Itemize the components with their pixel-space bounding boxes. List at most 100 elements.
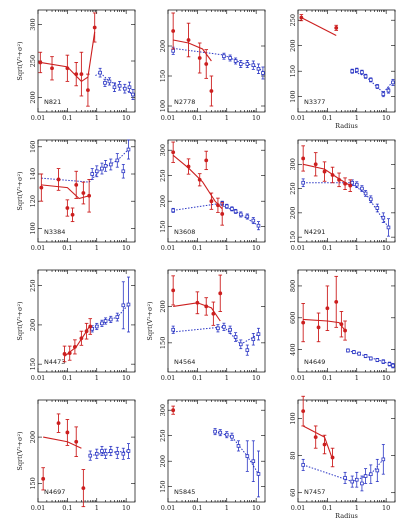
x-tick-label: 10 (122, 114, 130, 122)
blue-point (350, 180, 355, 185)
blue-point (115, 158, 120, 163)
y-tick-label: 400 (289, 343, 297, 355)
red-point (81, 191, 86, 195)
red-point (197, 56, 202, 60)
y-tick-label: 80 (289, 451, 297, 459)
x-tick-label: 1 (95, 244, 99, 252)
blue-point (352, 350, 356, 354)
blue-point (126, 147, 131, 152)
blue-point (88, 453, 93, 458)
x-tick-label: 10 (122, 374, 130, 382)
y-tick-label: 200 (159, 455, 167, 467)
blue-point (363, 474, 368, 478)
red-point (50, 66, 54, 71)
x-tick-label: 0.1 (62, 374, 72, 382)
galaxy-name: N2778 (174, 98, 195, 106)
y-tick-label: 100 (289, 412, 297, 424)
blue-point (103, 451, 108, 456)
blue-point (343, 476, 347, 480)
red-point (186, 38, 191, 42)
blue-point (363, 74, 368, 79)
blue-point (123, 86, 127, 91)
blue-point (94, 169, 99, 174)
blue-point (230, 207, 234, 211)
x-tick-label: 0.1 (192, 114, 202, 122)
red-model-line (172, 154, 223, 210)
y-tick-label: 150 (289, 65, 297, 77)
blue-point (131, 92, 135, 97)
red-model-line (301, 17, 337, 36)
galaxy-name: N4697 (44, 488, 65, 496)
y-axis-label: Sqrt(V²+σ²) (16, 171, 24, 211)
y-tick-label: 150 (159, 480, 167, 492)
blue-point (245, 348, 250, 352)
galaxy-name: N4291 (304, 228, 325, 236)
y-tick-label: 200 (29, 91, 37, 103)
red-model-line (173, 39, 212, 62)
red-point (334, 25, 339, 30)
panel-frame (167, 399, 266, 503)
blue-point (94, 451, 99, 456)
y-tick-label: 150 (29, 477, 37, 489)
blue-point (171, 327, 175, 332)
blue-point (357, 351, 361, 356)
x-tick-label: 0.01 (31, 114, 45, 122)
blue-point (350, 479, 355, 484)
blue-point (238, 212, 243, 217)
x-tick-label: 1 (225, 504, 229, 512)
y-tick-label: 200 (29, 431, 37, 443)
panel-frame (167, 139, 266, 243)
x-tick-label: 0.1 (192, 374, 202, 382)
y-axis-label: Sqrt(V²+σ²) (16, 431, 24, 471)
red-point (322, 169, 327, 174)
y-tick-label: 150 (159, 220, 167, 232)
red-point (81, 486, 86, 490)
red-point (301, 409, 306, 414)
blue-point (245, 454, 250, 458)
y-tick-label: 250 (289, 14, 297, 26)
x-tick-label: 1 (95, 374, 99, 382)
red-point (39, 185, 44, 190)
x-tick-label: 0.01 (161, 244, 175, 252)
y-tick-label: 160 (29, 141, 37, 153)
red-point (209, 199, 214, 204)
red-point (220, 212, 225, 216)
x-tick-label: 0.01 (161, 374, 175, 382)
blue-point (386, 88, 391, 93)
x-tick-label: 10 (382, 374, 390, 382)
x-tick-label: 10 (382, 504, 390, 512)
blue-point (94, 324, 99, 329)
x-tick-label: 0.1 (322, 244, 332, 252)
x-tick-label: 0.01 (291, 244, 305, 252)
y-tick-label: 100 (159, 100, 167, 112)
blue-point (391, 363, 395, 368)
panel-n4291: 0.01 0.1 1 10 150 200 250 300 N4291 (289, 139, 396, 252)
blue-point (238, 62, 243, 66)
red-point (330, 455, 335, 460)
panel-n2778: 0.01 0.1 1 10 100 150 200 N2778 (159, 9, 266, 122)
panel-n4564: 0.01 0.1 1 10 150 200 Sqrt(V²+σ²) N4564 (146, 269, 266, 382)
y-tick-label: 300 (159, 404, 167, 416)
blue-point (233, 209, 238, 214)
blue-point (222, 54, 226, 58)
y-tick-label: 100 (289, 90, 297, 102)
red-model-line (173, 302, 221, 322)
red-point (186, 164, 191, 169)
x-tick-label: 0.01 (161, 504, 175, 512)
x-tick-label: 10 (252, 504, 260, 512)
blue-point (103, 164, 108, 168)
x-tick-label: 0.01 (291, 114, 305, 122)
red-point (204, 62, 209, 66)
x-tick-label: 0.01 (161, 114, 175, 122)
galaxy-name: N5845 (174, 488, 195, 496)
red-point (74, 182, 79, 187)
red-point (79, 336, 84, 341)
blue-point (245, 62, 250, 66)
red-point (330, 173, 335, 177)
panel-frame (167, 269, 266, 373)
red-point (316, 325, 321, 330)
blue-point (354, 68, 359, 72)
blue-point (103, 81, 107, 85)
blue-point (100, 321, 104, 326)
red-point (299, 15, 304, 20)
